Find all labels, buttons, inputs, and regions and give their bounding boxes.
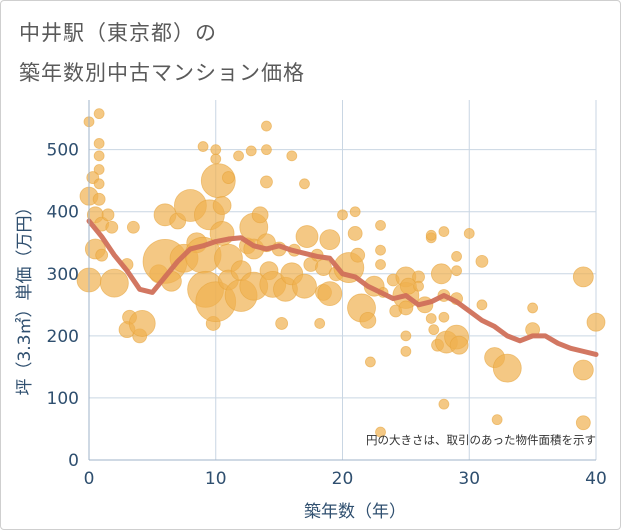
bubble-point xyxy=(319,229,341,251)
bubble-point xyxy=(347,226,363,241)
bubble-point xyxy=(451,265,462,277)
bubble-point xyxy=(126,220,140,234)
bubble-point xyxy=(210,153,222,165)
bubble-point xyxy=(349,206,361,218)
bubble-point xyxy=(93,108,105,120)
bubble-point xyxy=(210,144,222,156)
bubble-point xyxy=(438,398,450,410)
bubble-point xyxy=(492,353,522,383)
trend-line xyxy=(86,218,599,357)
bubble-point xyxy=(463,228,475,239)
bubble-point xyxy=(451,251,462,262)
bubble-point xyxy=(572,359,594,381)
bubble-point xyxy=(260,175,273,189)
x-tick-label: 0 xyxy=(84,469,95,489)
bubble-point xyxy=(425,229,437,241)
chart-title-line1: 中井駅（東京都）の xyxy=(19,21,217,45)
bubble-point xyxy=(99,268,129,298)
bubble-point xyxy=(93,150,105,162)
bubble-point xyxy=(449,335,469,355)
x-tick-label: 20 xyxy=(332,469,354,489)
bubble-point xyxy=(375,259,386,270)
bubble-point xyxy=(364,356,376,368)
bubble-point xyxy=(128,310,156,337)
trend-series xyxy=(86,218,599,357)
bubble-point xyxy=(92,192,106,206)
bubble-point xyxy=(375,244,386,256)
y-tick-label: 400 xyxy=(47,203,79,223)
bubble-point xyxy=(359,311,377,329)
y-tick-label: 100 xyxy=(47,389,79,409)
bubble-point xyxy=(251,206,269,224)
bubble-point xyxy=(222,171,235,184)
bubble-point xyxy=(95,248,109,262)
bubble-point xyxy=(261,120,272,132)
bubble-point xyxy=(375,426,386,438)
bubble-point xyxy=(413,280,424,292)
bubble-point xyxy=(575,415,591,431)
bubble-point xyxy=(400,345,412,357)
bubble-point xyxy=(527,302,539,314)
bubble-point xyxy=(438,311,450,323)
bubble-point xyxy=(398,300,414,316)
y-tick-label: 0 xyxy=(68,451,79,471)
bubble-point xyxy=(375,219,386,231)
bubble-point xyxy=(317,281,343,307)
bubble-point xyxy=(350,247,366,263)
bubble-point xyxy=(428,324,440,336)
bubble-point xyxy=(425,313,437,324)
bubble-point xyxy=(400,330,412,342)
x-axis-label: 築年数（年） xyxy=(304,502,406,522)
y-tick-label: 200 xyxy=(47,327,79,347)
bubble-point xyxy=(197,141,209,152)
bubble-point xyxy=(212,196,232,215)
bubble-point xyxy=(430,263,452,285)
bubble-point xyxy=(93,164,105,175)
bubble-point xyxy=(438,226,450,237)
x-tick-label: 30 xyxy=(458,469,480,489)
bubble-point xyxy=(245,145,257,157)
y-tick-label: 300 xyxy=(47,265,79,285)
bubble-point xyxy=(475,254,489,268)
y-axis-label: 坪（3.3㎡）単価（万円） xyxy=(15,198,35,395)
bubble-point xyxy=(261,144,272,156)
bubble-point xyxy=(491,414,503,426)
bubble-point xyxy=(93,138,105,149)
bubble-point xyxy=(101,208,115,222)
y-tick-label: 500 xyxy=(47,141,79,161)
bubble-point xyxy=(105,220,119,234)
bubble-point xyxy=(299,178,310,190)
size-note: 円の大きさは、取引のあった物件面積を示す xyxy=(366,433,596,447)
bubble-point xyxy=(292,273,317,299)
x-tick-label: 40 xyxy=(585,469,607,489)
bubble-point xyxy=(93,178,105,190)
bubble-point xyxy=(233,150,244,162)
bubble-point xyxy=(476,299,488,311)
bubble-point xyxy=(286,150,298,162)
bubble-point xyxy=(572,266,594,288)
bubble-point xyxy=(295,225,319,248)
x-tick-label: 10 xyxy=(205,469,227,489)
bubble-point xyxy=(275,317,289,330)
bubble-point xyxy=(314,318,326,329)
chart-title-line2: 築年数別中古マンション価格 xyxy=(19,61,305,85)
bubble-point xyxy=(337,209,348,221)
bubble-point xyxy=(586,312,606,332)
